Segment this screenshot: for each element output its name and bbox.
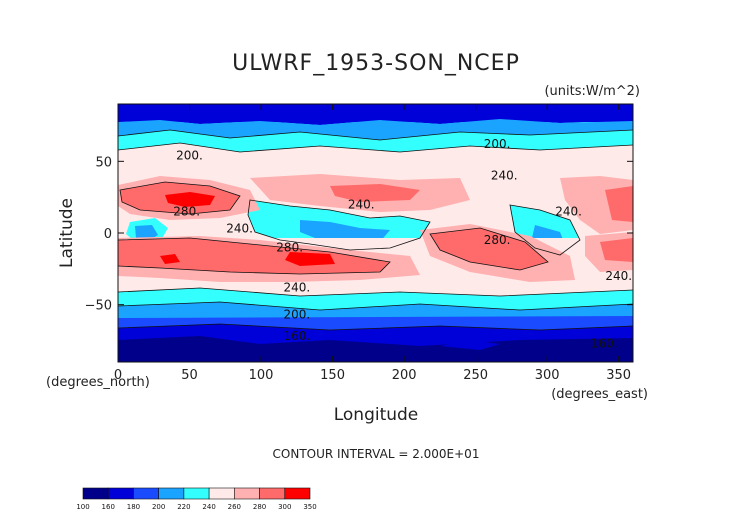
colorbar-label: 160 [102, 503, 115, 511]
band-sh-300b [285, 252, 335, 266]
y-tick-label: 50 [95, 155, 112, 170]
contour-label: 280. [173, 205, 200, 219]
x-tick-label: 200 [392, 368, 417, 383]
colorbar-label: 260 [228, 503, 241, 511]
x-tick-label: 350 [606, 368, 631, 383]
contour-label: 240. [555, 205, 582, 219]
contour-label: 200. [484, 137, 511, 151]
band-south-160b [440, 340, 500, 350]
x-tick-label: 0 [114, 368, 122, 383]
contour-label: 240. [605, 269, 632, 283]
contour-label: 200. [176, 149, 203, 163]
y-tick-label: −50 [85, 299, 112, 314]
y-tick-label: 0 [104, 227, 112, 242]
colorbar-label: 180 [127, 503, 140, 511]
colorbar-label: 220 [177, 503, 190, 511]
colorbar-swatch [158, 487, 185, 500]
band-east-280 [605, 186, 633, 222]
contour-lines [118, 129, 633, 331]
band-africa-core [135, 225, 158, 241]
x-tick-label: 300 [535, 368, 560, 383]
colorbar-label: 200 [152, 503, 165, 511]
colorbar-label: 280 [253, 503, 266, 511]
contour-label: 240. [283, 280, 310, 294]
x-units-label: (degrees_east) [551, 387, 648, 402]
colorbar-swatch [82, 487, 109, 500]
colorbar-swatch [133, 487, 159, 500]
colorbar-swatch [259, 487, 286, 500]
contour-label: 240. [491, 169, 518, 183]
band-arctic-edge [118, 104, 633, 125]
band-nh-300 [165, 192, 215, 207]
band-central-280 [330, 184, 420, 202]
contour-label: 280. [276, 240, 303, 254]
band-east-sh-280 [430, 228, 548, 270]
colorbar-swatch [183, 487, 210, 500]
x-tick-label: 250 [463, 368, 488, 383]
x-tick-label: 50 [181, 368, 198, 383]
band-sh-280 [118, 238, 390, 274]
contour-label: 240. [226, 222, 253, 236]
x-axis: 0 50 100 150 200 250 300 350 [114, 104, 631, 383]
colorbar-label: 300 [278, 503, 291, 511]
colorbar-swatch [284, 487, 311, 500]
contour-interval-note: CONTOUR INTERVAL = 2.000E+01 [273, 447, 480, 461]
band-sh-300a [160, 254, 180, 264]
band-north-200 [118, 119, 633, 140]
colorbar-swatch [234, 487, 260, 500]
y-axis: −50 0 50 [85, 155, 633, 314]
colorbar-label: 100 [76, 503, 89, 511]
y-units-label: (degrees_north) [46, 375, 150, 390]
y-axis-title: Latitude [57, 198, 77, 268]
contour-label: 240. [348, 197, 375, 211]
contour-labels: 200. 200. 240. 280. 240. 240. 280. 280. 240. 240.… [173, 137, 632, 350]
band-far-east-sh-280 [600, 238, 633, 262]
colorbar-label: 350 [303, 503, 316, 511]
contour-label: 280. [484, 233, 511, 247]
contour-label: 200. [283, 308, 310, 322]
chart-title: ULWRF_1953-SON_NCEP [232, 51, 520, 76]
colorbar-swatch [208, 487, 235, 500]
x-tick-label: 100 [249, 368, 274, 383]
colorbar: 100 160 180 200 220 240 260 280 300 350 [76, 487, 317, 511]
contour-label: 160. [283, 329, 310, 343]
band-north-220 [118, 130, 633, 152]
x-tick-label: 150 [320, 368, 345, 383]
contour-label: 160. [591, 336, 618, 350]
units-label: (units:W/m^2) [544, 84, 640, 99]
x-axis-title: Longitude [334, 405, 419, 425]
contour-plot-area: 200. 200. 240. 280. 240. 240. 280. 280. 240. 240.… [118, 104, 633, 362]
band-south-100 [118, 336, 633, 362]
colorbar-swatch [107, 487, 134, 500]
colorbar-label: 240 [202, 503, 215, 511]
